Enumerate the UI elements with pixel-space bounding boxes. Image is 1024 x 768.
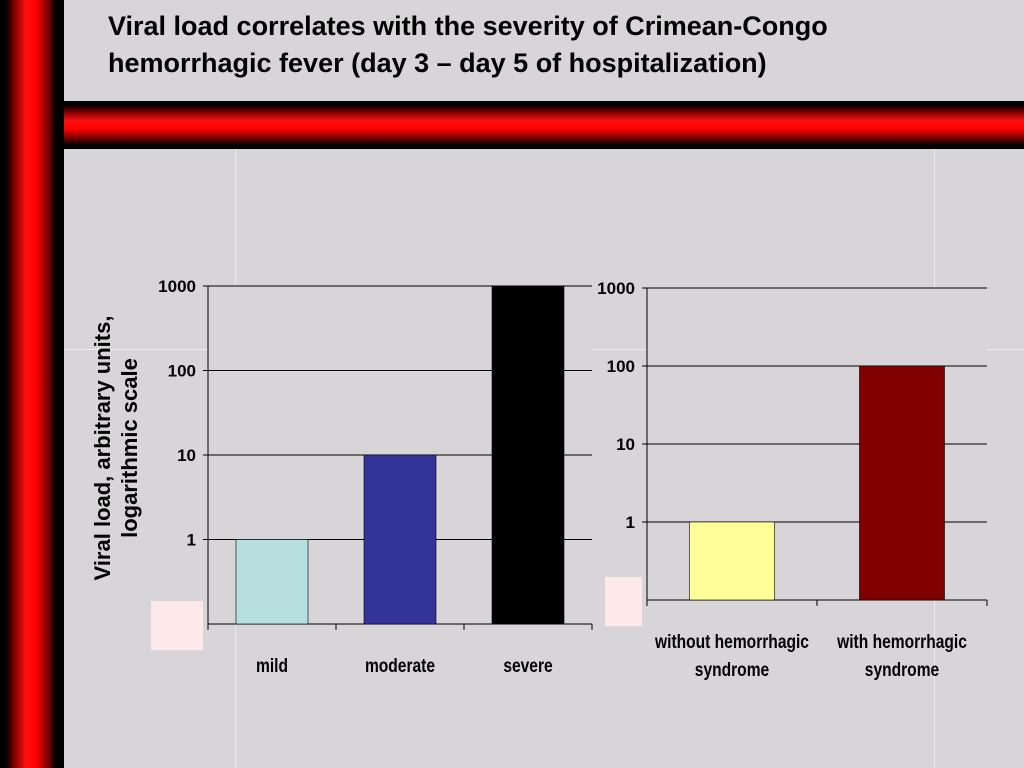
left-decor-bar (0, 0, 64, 768)
y-axis-label: Viral load, arbitrary units,logarithmic … (90, 316, 142, 581)
x-category-label: mild (256, 655, 288, 677)
red-decor-band (64, 101, 1024, 149)
legend-swatch-decor (151, 601, 203, 650)
y-tick-label: 1000 (158, 277, 196, 296)
y-tick-label: 1000 (597, 279, 635, 298)
bar (689, 521, 775, 601)
y-axis-label-line: logarithmic scale (117, 358, 142, 538)
y-tick-label: 10 (616, 435, 635, 454)
x-category-label: without hemorrhagic (654, 631, 809, 653)
slide-title: Viral load correlates with the severity … (108, 11, 828, 78)
bar (491, 285, 565, 625)
y-tick-label: 100 (168, 362, 196, 381)
y-tick-label: 10 (177, 446, 196, 465)
bar (859, 365, 945, 601)
x-category-label: syndrome (865, 659, 940, 681)
bar (363, 454, 437, 625)
x-category-label: with hemorrhagic (836, 631, 967, 653)
y-tick-label: 1 (187, 531, 196, 550)
x-category-label: moderate (365, 655, 435, 677)
bar (235, 539, 309, 625)
x-category-label: severe (503, 655, 553, 677)
legend-swatch-decor (605, 577, 642, 626)
x-category-label: syndrome (695, 659, 770, 681)
y-axis-label-line: Viral load, arbitrary units, (90, 316, 115, 581)
y-tick-label: 1 (626, 513, 635, 532)
header-band (64, 0, 1024, 101)
y-tick-label: 100 (607, 357, 635, 376)
